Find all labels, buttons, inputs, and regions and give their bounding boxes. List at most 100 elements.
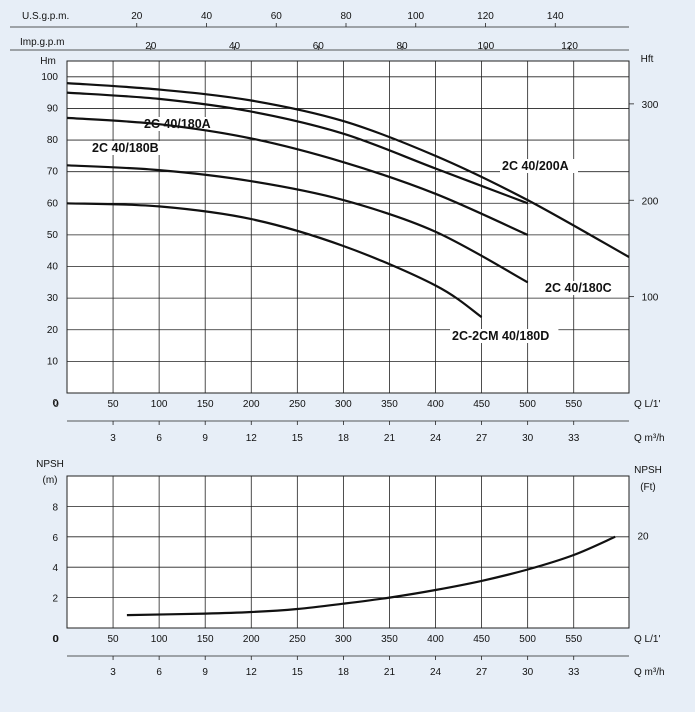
usgpm-tick-label: 100 bbox=[407, 11, 424, 22]
head-x-tick-label: 400 bbox=[427, 399, 444, 410]
npsh-plot-frame bbox=[66, 475, 630, 629]
head-x-tick-label: 50 bbox=[108, 399, 120, 410]
npsh-m3h-tick-label: 3 bbox=[110, 667, 116, 678]
head-m3h-tick-label: 18 bbox=[338, 433, 350, 444]
impgpm-tick-label: 80 bbox=[397, 41, 409, 52]
head-x-axis-label: Q L/1' bbox=[634, 399, 660, 410]
head-y-axis-label: Hm bbox=[40, 56, 56, 67]
npsh-m3h-tick-label: 24 bbox=[430, 667, 442, 678]
npsh-x-tick-label: 200 bbox=[243, 634, 260, 645]
head-x-tick-label: 150 bbox=[197, 399, 214, 410]
head-y-tick-label: 50 bbox=[47, 230, 59, 241]
head-m3h-tick-label: 30 bbox=[522, 433, 534, 444]
head-m3h-tick-label: 27 bbox=[476, 433, 488, 444]
npsh-y-tick-label: 4 bbox=[52, 563, 58, 574]
head-x-tick-label: 500 bbox=[519, 399, 536, 410]
head-curve-label: 2C 40/180C bbox=[545, 281, 612, 295]
head-m3h-tick-label: 12 bbox=[246, 433, 258, 444]
npsh-m3h-tick-label: 18 bbox=[338, 667, 350, 678]
head-m3h-tick-label: 33 bbox=[568, 433, 580, 444]
npsh-x-tick-label: 550 bbox=[565, 634, 582, 645]
npsh-m3h-tick-label: 12 bbox=[246, 667, 258, 678]
head-y-tick-label: 80 bbox=[47, 135, 59, 146]
head-curve-5 bbox=[66, 202, 483, 319]
npsh-m3h-tick-label: 30 bbox=[522, 667, 534, 678]
npsh-m3h-tick-label: 21 bbox=[384, 667, 396, 678]
head-curve-label-bg bbox=[142, 117, 220, 131]
npsh-x-tick-label: 500 bbox=[519, 634, 536, 645]
npsh-m3h-tick-label: 9 bbox=[202, 667, 208, 678]
head-y-tick-label: 10 bbox=[47, 356, 59, 367]
npsh-x-tick-label: 100 bbox=[151, 634, 168, 645]
head-y-tick-label: 70 bbox=[47, 167, 59, 178]
head-curve-label-bg bbox=[543, 281, 621, 295]
npsh-x-tick-label: 250 bbox=[289, 634, 306, 645]
head-x-tick-label: 0 bbox=[53, 399, 59, 410]
head-plot-frame bbox=[66, 60, 630, 394]
impgpm-tick-label: 120 bbox=[561, 41, 578, 52]
npsh-y-tick-label: 6 bbox=[52, 533, 58, 544]
npsh-x-tick-label: 150 bbox=[197, 634, 214, 645]
head-m3h-tick-label: 21 bbox=[384, 433, 396, 444]
npsh-right-tick-label: 20 bbox=[637, 531, 649, 542]
head-curve-label-bg bbox=[450, 329, 559, 343]
head-curve-label: 2C 40/180B bbox=[92, 141, 159, 155]
head-curve-label: 2C 40/180A bbox=[144, 117, 211, 131]
npsh-y-right-label-line2: (Ft) bbox=[640, 482, 656, 493]
head-y-tick-label: 60 bbox=[47, 198, 59, 209]
usgpm-tick-label: 40 bbox=[201, 11, 213, 22]
head-y-tick-label: 90 bbox=[47, 103, 59, 114]
head-y-tick-label: 20 bbox=[47, 325, 59, 336]
head-curve-1 bbox=[66, 82, 630, 258]
head-right-tick-label: 300 bbox=[642, 100, 659, 111]
usgpm-tick-label: 20 bbox=[131, 11, 143, 22]
impgpm-tick-label: 60 bbox=[313, 41, 325, 52]
head-curve-3 bbox=[66, 116, 529, 236]
head-x-tick-label: 200 bbox=[243, 399, 260, 410]
head-curve-4 bbox=[66, 164, 529, 284]
npsh-m3h-tick-label: 33 bbox=[568, 667, 580, 678]
usgpm-tick-label: 140 bbox=[547, 11, 564, 22]
impgpm-axis-label: Imp.g.p.m bbox=[20, 37, 64, 48]
head-x-tick-label: 350 bbox=[381, 399, 398, 410]
npsh-x-tick-label: 350 bbox=[381, 634, 398, 645]
usgpm-tick-label: 80 bbox=[340, 11, 352, 22]
head-m3h-tick-label: 3 bbox=[110, 433, 116, 444]
npsh-x-tick-label: 50 bbox=[108, 634, 120, 645]
npsh-x-axis-label: Q L/1' bbox=[634, 634, 660, 645]
head-x-tick-label: 100 bbox=[151, 399, 168, 410]
head-m3h-tick-label: 9 bbox=[202, 433, 208, 444]
npsh-m3h-tick-label: 15 bbox=[292, 667, 304, 678]
head-curve-label: 2C-2CM 40/180D bbox=[452, 329, 549, 343]
head-x-tick-label: 450 bbox=[473, 399, 490, 410]
head-curve-label: 2C 40/200A bbox=[502, 159, 569, 173]
head-m3h-tick-label: 24 bbox=[430, 433, 442, 444]
head-m3h-tick-label: 6 bbox=[156, 433, 162, 444]
usgpm-tick-label: 60 bbox=[271, 11, 283, 22]
npsh-x-tick-label: 450 bbox=[473, 634, 490, 645]
head-y-tick-label: 0 bbox=[52, 398, 58, 409]
head-x-tick-label: 250 bbox=[289, 399, 306, 410]
head-m3h-axis-label: Q m³/h bbox=[634, 433, 665, 444]
npsh-x-tick-label: 0 bbox=[53, 634, 59, 645]
impgpm-tick-label: 100 bbox=[477, 41, 494, 52]
npsh-y-axis-label-line2: (m) bbox=[43, 475, 58, 486]
head-y-right-axis-label: Hft bbox=[641, 54, 654, 65]
head-m3h-tick-label: 15 bbox=[292, 433, 304, 444]
head-right-tick-label: 100 bbox=[642, 293, 659, 304]
head-x-tick-label: 550 bbox=[565, 399, 582, 410]
npsh-y-tick-label: 0 bbox=[52, 634, 58, 645]
npsh-x-tick-label: 300 bbox=[335, 634, 352, 645]
impgpm-tick-label: 40 bbox=[229, 41, 241, 52]
head-x-tick-label: 300 bbox=[335, 399, 352, 410]
usgpm-axis-label: U.S.g.p.m. bbox=[22, 11, 69, 22]
head-curve-label-bg bbox=[500, 159, 578, 173]
npsh-y-axis-label-line1: NPSH bbox=[36, 459, 64, 470]
head-curve-2 bbox=[66, 91, 529, 205]
head-y-tick-label: 30 bbox=[47, 293, 59, 304]
npsh-m3h-axis-label: Q m³/h bbox=[634, 667, 665, 678]
head-curve-label-bg bbox=[90, 141, 168, 155]
impgpm-tick-label: 20 bbox=[145, 41, 157, 52]
